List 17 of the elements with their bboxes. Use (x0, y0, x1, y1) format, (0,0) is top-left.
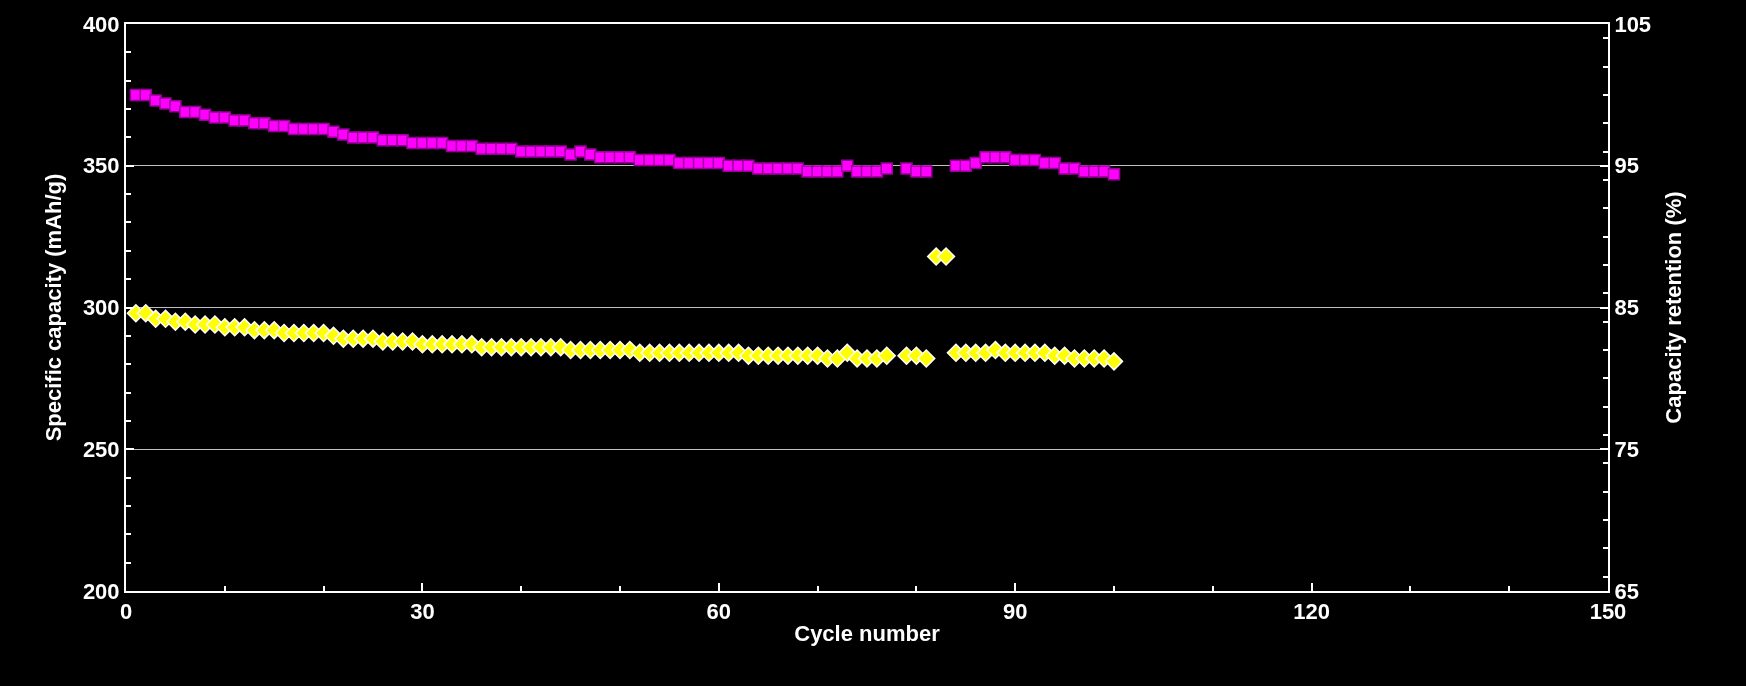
x-tick-label: 90 (1002, 599, 1028, 625)
y2-tick-label: 105 (1614, 11, 1652, 37)
x-tick-label: 120 (1293, 599, 1330, 625)
x-axis-title: Cycle number (794, 620, 941, 646)
y-tick-label: 300 (82, 295, 120, 321)
x-tick-label: 30 (410, 599, 435, 625)
y2-tick-label: 85 (1614, 295, 1639, 321)
x-tick-label: 0 (119, 599, 133, 625)
y-tick-label: 400 (82, 11, 120, 37)
y-axis-title: Specific capacity (mAh/g) (41, 173, 67, 442)
y-tick-label: 350 (82, 153, 120, 179)
x-tick-label: 60 (706, 599, 732, 625)
y2-axis-title: Capacity retention (%) (1660, 191, 1686, 424)
y2-tick-label: 75 (1614, 436, 1639, 462)
y2-tick-label: 95 (1614, 153, 1639, 179)
y-tick-label: 250 (82, 436, 120, 462)
y-tick-label: 200 (82, 578, 120, 604)
